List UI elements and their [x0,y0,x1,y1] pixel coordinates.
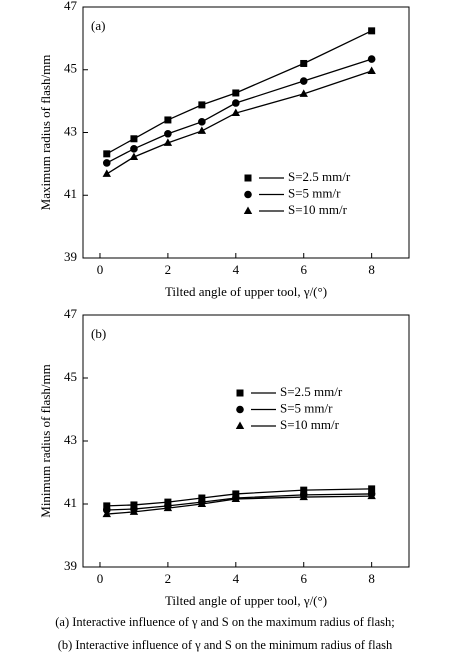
marker [102,159,111,167]
series-line [106,70,372,175]
marker [103,502,111,510]
series-line [106,58,372,164]
y-tick-label: 47 [64,0,78,13]
marker [164,116,172,124]
y-tick-label: 45 [64,369,77,384]
legend-marker [235,421,245,429]
series-line [106,495,372,515]
y-tick-label: 41 [64,186,77,201]
x-tick-label: 4 [233,262,240,277]
y-tick-label: 45 [64,61,77,76]
y-tick-label: 47 [64,306,78,321]
y-axis-label: Minimum radius of flash/mm [38,364,53,517]
marker [232,99,240,107]
marker [102,169,111,177]
marker [198,494,206,502]
marker [102,509,111,518]
panel-label: (b) [91,326,106,341]
x-tick-label: 6 [300,262,307,277]
marker [103,150,111,158]
marker [129,507,139,515]
y-tick-label: 39 [64,249,77,264]
x-axis-label: Tilted angle of upper tool, γ/(°) [165,593,327,608]
x-tick-label: 0 [97,571,104,586]
x-tick-label: 2 [165,571,172,586]
x-tick-label: 2 [165,262,172,277]
marker [367,66,376,75]
marker [368,27,376,35]
plot-frame [82,6,410,259]
x-tick-label: 0 [97,262,104,277]
x-tick-label: 8 [368,262,375,277]
legend-marker [236,389,244,397]
marker [232,490,240,498]
legend-marker [244,174,252,182]
marker [231,494,241,502]
marker [130,501,138,509]
plot-frame [82,314,410,568]
legend-label: S=5 mm/r [288,185,341,200]
marker [197,499,207,507]
legend-marker [236,405,244,414]
marker [197,126,207,134]
marker [198,118,206,126]
y-axis-label: Maximum radius of flash/mm [38,55,53,211]
marker [299,77,308,85]
legend-label: S=10 mm/r [280,417,340,432]
marker [368,485,376,493]
legend-label: S=2.5 mm/r [288,169,351,184]
legend-label: S=10 mm/r [288,202,348,217]
marker [300,59,308,67]
x-tick-label: 8 [368,571,375,586]
legend-label: S=5 mm/r [280,400,333,415]
y-tick-label: 43 [64,432,77,447]
marker [231,108,241,117]
marker [130,135,138,143]
marker [367,55,376,63]
legend-marker [243,206,253,214]
x-tick-label: 6 [300,571,307,586]
marker [163,503,173,512]
marker [198,101,206,109]
y-tick-label: 39 [64,558,77,573]
legend-marker [244,190,252,199]
marker [299,492,308,501]
marker [232,89,240,97]
y-tick-label: 43 [64,123,77,138]
marker [300,486,308,494]
marker [130,145,138,153]
y-tick-label: 41 [64,495,77,510]
x-axis-label: Tilted angle of upper tool, γ/(°) [165,284,327,299]
caption-line: (b) Interactive influence of γ and S on … [58,638,393,652]
caption-line: (a) Interactive influence of γ and S on … [55,615,394,629]
x-tick-label: 4 [233,571,240,586]
marker [367,491,376,500]
marker [129,152,139,160]
legend-label: S=2.5 mm/r [280,384,343,399]
marker [299,89,308,97]
panel-label: (a) [91,18,105,33]
marker [163,138,173,146]
marker [164,129,172,138]
